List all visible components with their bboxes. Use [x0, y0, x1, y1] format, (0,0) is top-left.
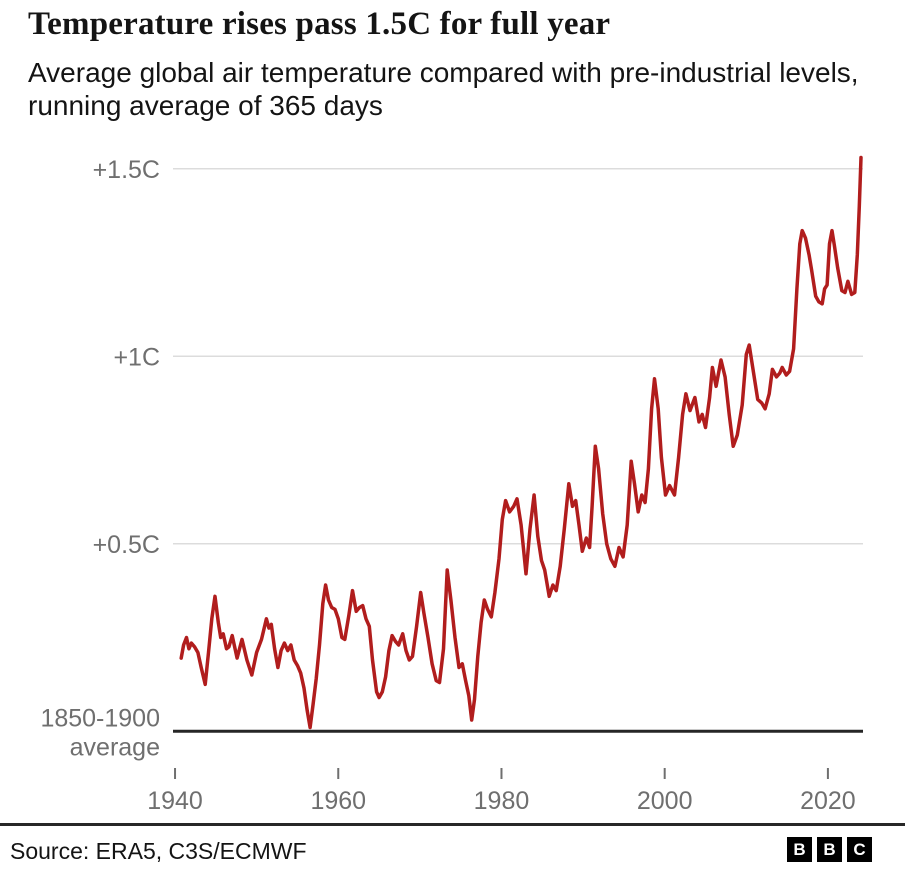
bbc-logo-block-b1: B — [787, 837, 812, 862]
chart-subtitle: Average global air temperature compared … — [28, 57, 859, 121]
x-axis-label: 1980 — [474, 787, 530, 815]
source-label: Source: ERA5, C3S/ECMWF — [10, 838, 307, 864]
x-axis-label: 1960 — [310, 787, 366, 815]
footer-divider — [0, 823, 905, 826]
baseline-label-line1: 1850-1900 — [40, 704, 160, 732]
bbc-logo: B B C — [787, 837, 872, 862]
chart-title: Temperature rises pass 1.5C for full yea… — [28, 6, 611, 42]
x-axis-label: 1940 — [147, 787, 203, 815]
temperature-series-line — [179, 155, 863, 730]
y-axis-label: +0.5C — [93, 531, 160, 559]
y-axis-label: +1.5C — [93, 156, 160, 184]
x-axis-label: 2020 — [800, 787, 856, 815]
bbc-logo-block-c: C — [847, 837, 872, 862]
baseline-label-line2: average — [70, 733, 160, 761]
y-axis-label: +1C — [113, 343, 160, 371]
x-axis-label: 2000 — [637, 787, 693, 815]
bbc-logo-block-b2: B — [817, 837, 842, 862]
